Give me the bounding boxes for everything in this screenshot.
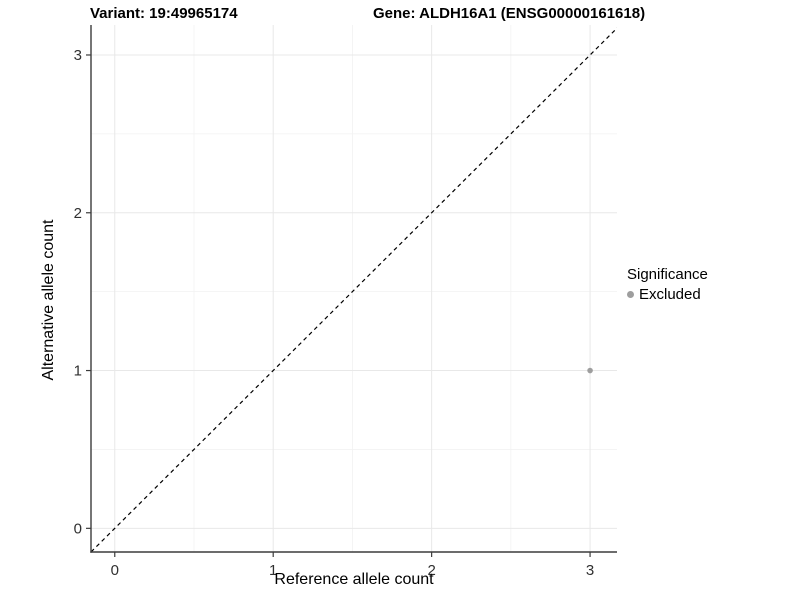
y-axis-title: Alternative allele count [40,219,57,381]
y-tick-label: 3 [74,47,82,64]
legend-point-icon [627,291,634,298]
y-tick-label: 0 [74,520,82,537]
data-point [587,367,593,374]
y-tick-label: 2 [74,205,82,222]
plot-title-variant: Variant: 19:49965174 [90,5,238,22]
legend-item-label: Excluded [639,286,701,303]
x-tick-label: 0 [111,562,119,579]
legend-title: Significance [627,266,708,283]
plot-title-gene: Gene: ALDH16A1 (ENSG00000161618) [373,5,646,22]
legend: Significance Excluded [627,265,708,304]
x-tick-label: 1 [269,562,277,579]
y-tick-label: 1 [74,363,82,380]
x-tick-label: 2 [427,562,435,579]
x-axis-title: Reference allele count [274,571,434,588]
identity-dashed-line [91,27,617,552]
x-tick-label: 3 [586,562,594,579]
legend-item-excluded: Excluded [627,285,708,304]
